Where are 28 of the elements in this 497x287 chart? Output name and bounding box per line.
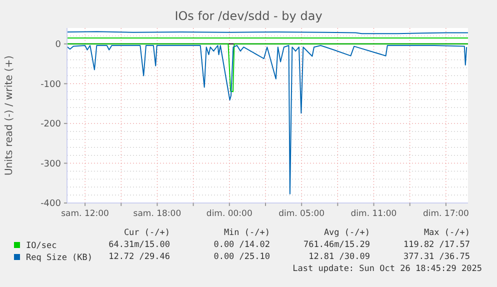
- text: Last update: Sun Oct 26 18:45:29 2025: [292, 264, 482, 274]
- legend-label: IO/sec: [26, 241, 57, 251]
- text: Cur (-/+): [124, 228, 170, 238]
- y-tick-label: -100: [40, 80, 62, 90]
- y-tick-label: 0: [55, 40, 62, 50]
- text: 761.46m/15.29: [303, 240, 370, 250]
- x-tick-label: sam. 12:00: [61, 209, 109, 219]
- x-tick-label: dim. 17:00: [422, 209, 469, 219]
- y-tick-label: -200: [40, 120, 62, 130]
- text: 64.31m/15.00: [108, 240, 170, 250]
- text: 377.31 /36.75: [403, 252, 470, 262]
- y-axis-title: Units read (-) / write (+): [4, 55, 15, 176]
- legend-label: Req Size (KB): [26, 253, 93, 263]
- x-tick-label: dim. 05:00: [278, 209, 325, 219]
- text: 119.82 /17.57: [403, 240, 470, 250]
- chart-title: IOs for /dev/sdd - by day: [174, 9, 322, 23]
- y-tick-label: -400: [40, 199, 62, 210]
- x-tick-label: sam. 18:00: [133, 209, 182, 219]
- x-tick-label: dim. 11:00: [350, 209, 397, 219]
- text: 0.00 /25.10: [214, 252, 270, 262]
- x-tick-label: dim. 00:00: [206, 209, 252, 219]
- text: Max (-/+): [424, 228, 470, 238]
- text: Avg (-/+): [324, 228, 370, 238]
- text: 0.00 /14.02: [214, 240, 270, 250]
- text: 12.81 /30.09: [308, 252, 370, 262]
- text: Min (-/+): [224, 228, 270, 238]
- text: 12.72 /29.46: [108, 252, 170, 262]
- y-tick-label: -300: [40, 159, 62, 170]
